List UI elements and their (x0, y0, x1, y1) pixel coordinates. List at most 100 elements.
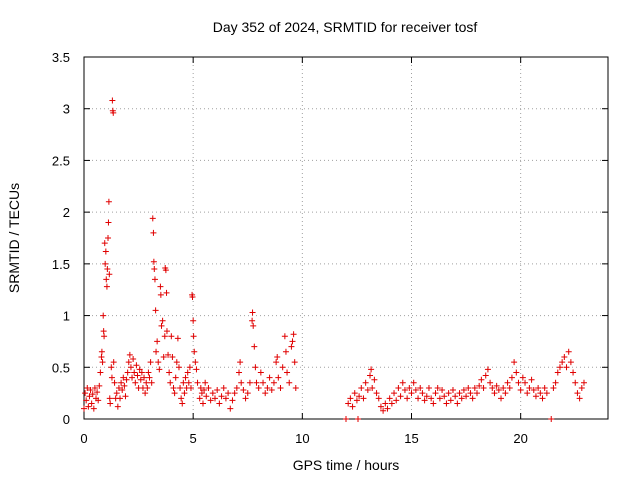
data-point (447, 397, 454, 404)
x-tick-label: 15 (404, 431, 418, 446)
data-point (580, 379, 587, 386)
data-point (212, 395, 218, 402)
data-point (487, 379, 494, 386)
data-point (100, 312, 107, 319)
data-point (268, 387, 275, 394)
data-point (476, 382, 483, 389)
data-point (393, 397, 400, 404)
data-point (430, 400, 437, 407)
data-point (182, 374, 189, 381)
data-point (458, 395, 465, 402)
data-point (408, 390, 415, 397)
data-point (576, 395, 583, 402)
data-point (104, 266, 111, 273)
data-point (460, 387, 467, 394)
data-point (412, 387, 419, 394)
x-tick-label: 0 (80, 431, 87, 446)
data-point (185, 379, 192, 386)
data-point (132, 379, 139, 386)
data-point (91, 384, 98, 391)
data-point (290, 331, 297, 338)
data-point (192, 359, 199, 366)
data-point (172, 374, 179, 381)
data-point (81, 405, 87, 412)
data-point (279, 364, 286, 371)
data-point (126, 351, 133, 358)
data-point (373, 390, 380, 397)
data-point (397, 393, 404, 400)
data-point (284, 369, 291, 376)
data-point (173, 359, 180, 366)
data-point (115, 384, 122, 391)
data-point (480, 384, 487, 391)
x-axis: 0 5 10 15 20 (80, 57, 528, 446)
data-point (197, 384, 204, 391)
data-point (286, 379, 293, 386)
data-point (193, 366, 200, 373)
data-point (364, 387, 371, 394)
data-point (380, 407, 387, 414)
data-point (97, 369, 104, 376)
data-point (190, 317, 197, 324)
data-point (121, 382, 128, 389)
data-points (81, 97, 587, 422)
data-point (399, 379, 406, 386)
data-point (273, 359, 280, 366)
y-tick-label: 0.5 (52, 360, 70, 375)
data-point (82, 390, 89, 397)
data-point (469, 395, 476, 402)
data-point (262, 390, 269, 397)
data-point (190, 333, 197, 340)
data-point (419, 390, 426, 397)
data-point (159, 317, 166, 324)
data-point (567, 359, 574, 366)
data-point (123, 376, 130, 383)
data-point (275, 374, 282, 381)
data-point (358, 384, 365, 391)
data-point (513, 369, 520, 376)
data-point (149, 215, 156, 222)
data-point (88, 400, 95, 407)
data-point (291, 359, 298, 366)
data-point (251, 343, 258, 350)
data-point (401, 387, 408, 394)
data-point (151, 276, 158, 283)
data-point (231, 390, 238, 397)
data-point (526, 384, 533, 391)
data-point (110, 359, 117, 366)
data-point (129, 374, 136, 381)
data-point (343, 416, 349, 422)
data-point (169, 353, 176, 360)
data-point (105, 219, 112, 226)
data-point (227, 405, 234, 412)
data-point (282, 348, 289, 355)
data-point (162, 267, 169, 274)
x-tick-label: 20 (513, 431, 527, 446)
data-point (452, 393, 459, 400)
data-point (404, 395, 411, 402)
data-point (362, 379, 369, 386)
data-point (249, 317, 256, 324)
data-point (574, 390, 581, 397)
data-point (220, 384, 227, 391)
data-point (515, 379, 522, 386)
data-point (84, 384, 91, 391)
data-point (145, 369, 152, 376)
data-point (508, 374, 515, 381)
data-point (524, 390, 531, 397)
data-point (133, 362, 140, 369)
data-point (445, 390, 452, 397)
data-point (94, 389, 101, 396)
y-tick-label: 3.5 (52, 50, 70, 65)
data-point (539, 395, 546, 402)
data-point (377, 403, 384, 410)
data-point (246, 379, 253, 386)
data-point (130, 356, 137, 363)
data-point (406, 384, 413, 391)
data-point (349, 403, 356, 410)
data-point (134, 372, 141, 379)
data-point (467, 390, 474, 397)
data-point (537, 390, 544, 397)
data-point (532, 393, 539, 400)
data-point (103, 276, 110, 283)
